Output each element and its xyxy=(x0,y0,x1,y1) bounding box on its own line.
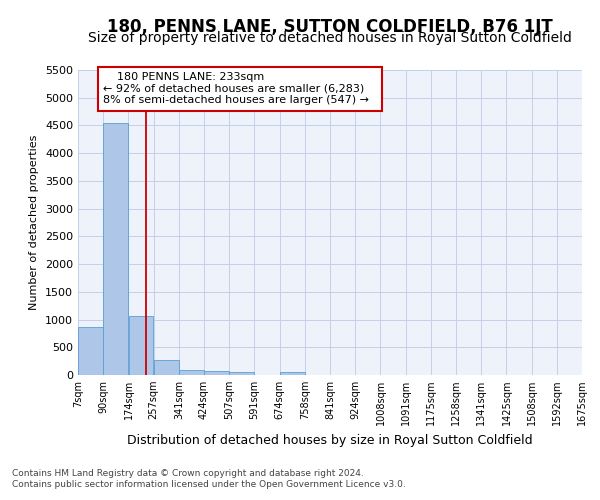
Text: Contains HM Land Registry data © Crown copyright and database right 2024.: Contains HM Land Registry data © Crown c… xyxy=(12,468,364,477)
Bar xyxy=(179,370,204,375)
Text: Size of property relative to detached houses in Royal Sutton Coldfield: Size of property relative to detached ho… xyxy=(88,31,572,45)
Bar xyxy=(78,327,103,375)
Text: 180 PENNS LANE: 233sqm
← 92% of detached houses are smaller (6,283)
8% of semi-d: 180 PENNS LANE: 233sqm ← 92% of detached… xyxy=(103,72,376,106)
Bar xyxy=(280,372,305,375)
Text: Contains public sector information licensed under the Open Government Licence v3: Contains public sector information licen… xyxy=(12,480,406,489)
Bar xyxy=(229,372,254,375)
Bar xyxy=(204,370,229,375)
X-axis label: Distribution of detached houses by size in Royal Sutton Coldfield: Distribution of detached houses by size … xyxy=(127,434,533,446)
Bar xyxy=(103,123,128,375)
Text: 180, PENNS LANE, SUTTON COLDFIELD, B76 1JT: 180, PENNS LANE, SUTTON COLDFIELD, B76 1… xyxy=(107,18,553,36)
Bar xyxy=(129,316,153,375)
Bar xyxy=(154,360,179,375)
Y-axis label: Number of detached properties: Number of detached properties xyxy=(29,135,40,310)
